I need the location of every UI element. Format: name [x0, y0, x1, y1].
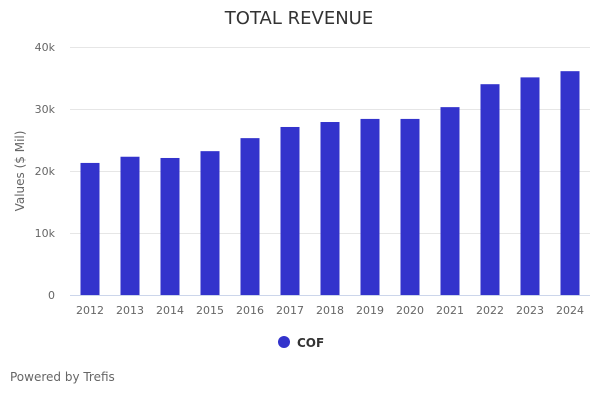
- x-tick-label: 2017: [276, 304, 304, 317]
- bar-2016[interactable]: [240, 138, 260, 295]
- legend-marker-cof: [278, 336, 290, 348]
- y-axis-label: Values ($ Mil): [13, 131, 27, 212]
- x-tick-label: 2015: [196, 304, 224, 317]
- x-tick-label: 2019: [356, 304, 384, 317]
- x-tick-label: 2021: [436, 304, 464, 317]
- y-tick-label: 10k: [35, 227, 56, 240]
- bar-2015[interactable]: [200, 151, 220, 295]
- bar-2018[interactable]: [320, 122, 340, 296]
- x-tick-label: 2020: [396, 304, 424, 317]
- x-tick-label: 2014: [156, 304, 184, 317]
- bar-2019[interactable]: [360, 118, 380, 295]
- x-tick-label: 2012: [76, 304, 104, 317]
- bar-2021[interactable]: [440, 107, 460, 295]
- legend[interactable]: COF: [278, 336, 324, 350]
- chart-title: TOTAL REVENUE: [224, 8, 373, 29]
- bar-2024[interactable]: [560, 71, 580, 296]
- x-tick-label: 2018: [316, 304, 344, 317]
- bar-2012[interactable]: [80, 162, 100, 295]
- y-tick-label: 30k: [35, 103, 56, 116]
- bar-2022[interactable]: [480, 84, 500, 295]
- y-axis-ticks: 0 10k 20k 30k 40k: [35, 41, 56, 302]
- bar-2014[interactable]: [160, 157, 180, 295]
- y-tick-label: 0: [48, 289, 55, 302]
- y-tick-label: 20k: [35, 165, 56, 178]
- x-axis-ticks: 2012 2013 2014 2015 2016 2017 2018 2019 2020 2021…: [76, 304, 584, 317]
- x-tick-label: 2022: [476, 304, 504, 317]
- powered-by-footer: Powered by Trefis: [10, 370, 115, 384]
- bar-2023[interactable]: [520, 77, 540, 295]
- bar-2020[interactable]: [400, 118, 420, 295]
- x-tick-label: 2024: [556, 304, 584, 317]
- x-tick-label: 2016: [236, 304, 264, 317]
- x-tick-label: 2023: [516, 304, 544, 317]
- bar-2017[interactable]: [280, 126, 300, 295]
- y-tick-label: 40k: [35, 41, 56, 54]
- bars: [80, 71, 580, 296]
- bar-2013[interactable]: [120, 156, 140, 295]
- x-tick-label: 2013: [116, 304, 144, 317]
- legend-label-cof: COF: [297, 336, 324, 350]
